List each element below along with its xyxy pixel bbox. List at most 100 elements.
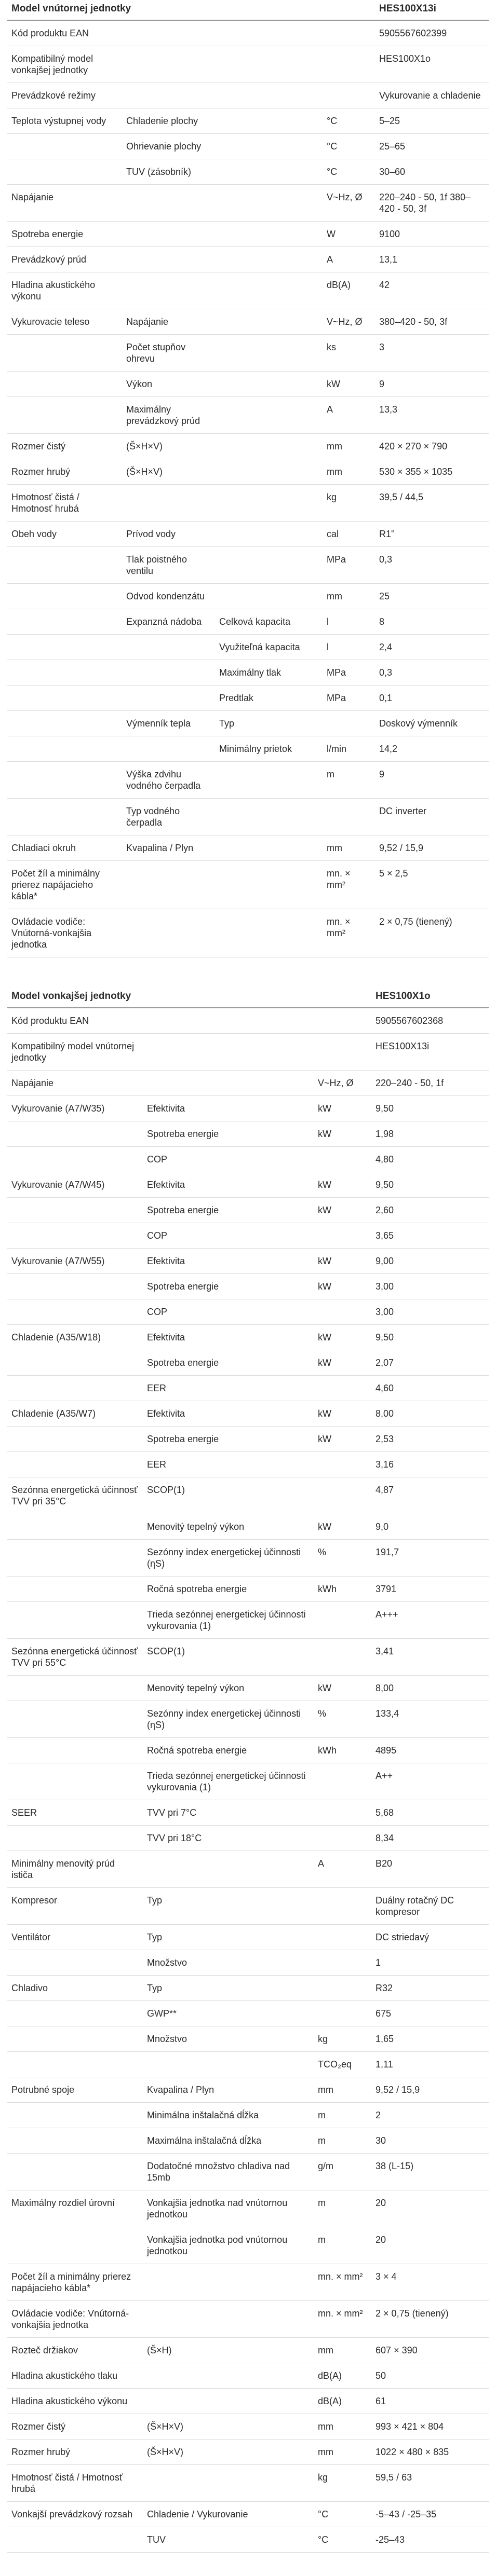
spec-parameter: Výmenník tepla bbox=[122, 710, 215, 736]
spec-value: 3 bbox=[375, 334, 489, 372]
spec-unit: kW bbox=[314, 1273, 372, 1299]
spec-group bbox=[7, 1146, 143, 1172]
spec-value: 25 bbox=[375, 583, 489, 609]
spec-row: Prevádzkový prúd A 13,1 bbox=[7, 246, 489, 272]
spec-parameter bbox=[122, 221, 215, 247]
spec-unit: kW bbox=[314, 1426, 372, 1452]
spec-value: 8,00 bbox=[371, 1401, 489, 1427]
spec-unit: mm bbox=[314, 2439, 372, 2465]
spec-value: 30 bbox=[371, 2128, 489, 2154]
spec-group: Rozteč držiakov bbox=[7, 2337, 143, 2363]
spec-parameter: (Š×H×V) bbox=[143, 2439, 314, 2465]
spec-row: Chladiaci okruh Kvapalina / Plyn mm 9,52 / … bbox=[7, 835, 489, 861]
spec-row: Potrubné spoje Kvapalina / Plyn mm 9,52 / 1… bbox=[7, 2077, 489, 2103]
spec-unit: kW bbox=[314, 1121, 372, 1147]
spec-unit bbox=[314, 1800, 372, 1826]
spec-unit bbox=[314, 1033, 372, 1071]
spec-parameter: Spotreba energie bbox=[143, 1197, 314, 1223]
spec-unit: mn. × mm² bbox=[314, 2264, 372, 2301]
spec-parameter bbox=[122, 484, 215, 522]
outdoor-unit-spec-table: Model vonkajšej jednotky HES100X1o Kód p… bbox=[7, 988, 489, 2553]
spec-unit bbox=[314, 1477, 372, 1514]
spec-unit: TCO₂eq bbox=[314, 2051, 372, 2077]
spec-unit: °C bbox=[323, 108, 375, 134]
spec-row: Rozmer hrubý (Š×H×V) mm 530 × 355 × 1035 bbox=[7, 459, 489, 485]
spec-subparameter bbox=[215, 159, 323, 185]
spec-subparameter bbox=[215, 246, 323, 272]
spec-row: Ročná spotreba energie kWh 3791 bbox=[7, 1576, 489, 1602]
spec-value: 3791 bbox=[371, 1576, 489, 1602]
spec-group bbox=[7, 2000, 143, 2026]
spec-parameter: Efektivita bbox=[143, 1172, 314, 1198]
spec-row: Prevádzkové režimy Vykurovanie a chladeni… bbox=[7, 83, 489, 108]
spec-value: 2 bbox=[371, 2102, 489, 2128]
spec-row: Množstvo 1 bbox=[7, 1950, 489, 1976]
spec-unit: kW bbox=[314, 1324, 372, 1350]
spec-row: Expanzná nádoba Celková kapacita l 8 bbox=[7, 609, 489, 635]
spec-parameter bbox=[143, 2051, 314, 2077]
spec-subparameter: Minimálny prietok bbox=[215, 736, 323, 762]
spec-value: A+++ bbox=[371, 1601, 489, 1639]
spec-group: Napájanie bbox=[7, 184, 122, 222]
spec-unit: m bbox=[314, 2128, 372, 2154]
spec-value: 0,3 bbox=[375, 546, 489, 584]
spec-value: 380–420 - 50, 3f bbox=[375, 309, 489, 335]
spec-value: 3,00 bbox=[371, 1299, 489, 1325]
spec-row: Spotreba energie kW 2,53 bbox=[7, 1426, 489, 1452]
spec-row: Chladenie (A35/W7) Efektivita kW 8,00 bbox=[7, 1401, 489, 1427]
spec-value: 9 bbox=[375, 371, 489, 397]
spec-value: 3,16 bbox=[371, 1451, 489, 1477]
spec-group: Teplota výstupnej vody bbox=[7, 108, 122, 134]
spec-group: Kód produktu EAN bbox=[7, 1007, 143, 1034]
spec-parameter bbox=[122, 634, 215, 660]
spec-unit: kg bbox=[314, 2026, 372, 2052]
spec-row: Napájanie V~Hz, Ø 220–240 - 50, 1f 380–420… bbox=[7, 184, 489, 222]
spec-parameter bbox=[122, 83, 215, 108]
spec-unit: % bbox=[314, 1539, 372, 1577]
spec-row: Chladivo Typ R32 bbox=[7, 1975, 489, 2001]
spec-group: Rozmer čistý bbox=[7, 433, 122, 459]
spec-value: 993 × 421 × 804 bbox=[371, 2414, 489, 2440]
spec-subparameter bbox=[215, 334, 323, 372]
spec-subparameter: Využiteľná kapacita bbox=[215, 634, 323, 660]
spec-value: 5–25 bbox=[375, 108, 489, 134]
spec-parameter: (Š×H×V) bbox=[143, 2414, 314, 2440]
spec-parameter: Kvapalina / Plyn bbox=[122, 835, 215, 861]
spec-parameter: Typ bbox=[143, 1887, 314, 1925]
spec-unit bbox=[314, 1763, 372, 1800]
spec-subparameter bbox=[215, 798, 323, 835]
spec-parameter: Efektivita bbox=[143, 1401, 314, 1427]
indoor-header-row: Model vnútornej jednotky HES100X13i bbox=[7, 0, 489, 21]
spec-value: -25–43 bbox=[371, 2527, 489, 2553]
spec-parameter: Efektivita bbox=[143, 1095, 314, 1121]
spec-group bbox=[7, 736, 122, 762]
spec-group: Kompresor bbox=[7, 1887, 143, 1925]
spec-row: Výkon kW 9 bbox=[7, 371, 489, 397]
spec-value: Vykurovanie a chladenie bbox=[375, 83, 489, 108]
spec-unit: MPa bbox=[323, 685, 375, 711]
outdoor-header-row: Model vonkajšej jednotky HES100X1o bbox=[7, 988, 489, 1008]
spec-row: Spotreba energie kW 3,00 bbox=[7, 1273, 489, 1299]
spec-subparameter bbox=[215, 860, 323, 909]
spec-value: 420 × 270 × 790 bbox=[375, 433, 489, 459]
spec-parameter: TUV bbox=[143, 2527, 314, 2553]
spec-row: Spotreba energie kW 2,60 bbox=[7, 1197, 489, 1223]
spec-group bbox=[7, 609, 122, 635]
spec-group: Chladivo bbox=[7, 1975, 143, 2001]
spec-group: Rozmer čistý bbox=[7, 2414, 143, 2440]
spec-group bbox=[7, 798, 122, 835]
spec-value: HES100X1o bbox=[375, 46, 489, 83]
spec-group bbox=[7, 1950, 143, 1976]
spec-unit: kg bbox=[323, 484, 375, 522]
spec-row: Rozmer čistý (Š×H×V) mm 420 × 270 × 790 bbox=[7, 433, 489, 459]
spec-row: Dodatočné množstvo chladiva nad 15mb g/m 3… bbox=[7, 2153, 489, 2190]
spec-unit: MPa bbox=[323, 660, 375, 686]
spec-group: Obeh vody bbox=[7, 521, 122, 547]
spec-group bbox=[7, 1451, 143, 1477]
spec-unit: mm bbox=[314, 2337, 372, 2363]
spec-subparameter bbox=[215, 546, 323, 584]
spec-group bbox=[7, 396, 122, 434]
spec-group bbox=[7, 2153, 143, 2190]
spec-unit bbox=[314, 1601, 372, 1639]
spec-row: Rozmer hrubý (Š×H×V) mm 1022 × 480 × 835 bbox=[7, 2439, 489, 2465]
